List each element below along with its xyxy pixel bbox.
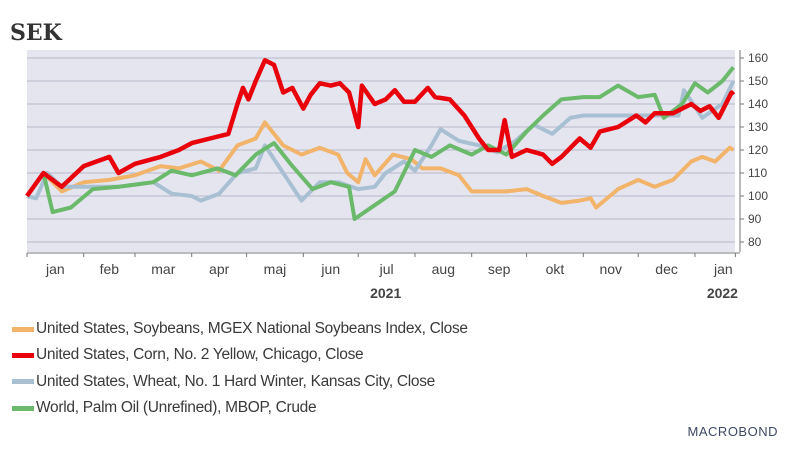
x-tick-label: jul — [379, 261, 394, 277]
x-tick-label: mar — [151, 261, 175, 277]
legend-label: United States, Soybeans, MGEX National S… — [36, 320, 468, 338]
legend-swatch — [12, 405, 34, 411]
macrobond-logo: MACROBOND — [687, 424, 778, 439]
x-tick-label: maj — [264, 261, 287, 277]
legend-swatch — [12, 379, 34, 385]
legend-label: World, Palm Oil (Unrefined), MBOP, Crude — [36, 399, 317, 417]
y-tick-label: 140 — [748, 97, 768, 111]
x-tick-label: dec — [655, 261, 678, 277]
year-label: 2021 — [370, 285, 401, 301]
legend: United States, Soybeans, MGEX National S… — [12, 316, 468, 421]
x-tick-label: jun — [320, 261, 340, 277]
x-tick-label: jan — [713, 261, 733, 277]
x-tick-label: sep — [488, 261, 511, 277]
y-tick-label: 120 — [748, 143, 768, 157]
y-tick-label: 110 — [748, 166, 767, 180]
x-tick-label: nov — [599, 261, 622, 277]
x-tick-label: apr — [209, 261, 230, 277]
legend-item: United States, Wheat, No. 1 Hard Winter,… — [12, 369, 468, 395]
legend-label: United States, Corn, No. 2 Yellow, Chica… — [36, 346, 364, 364]
y-tick-label: 130 — [748, 120, 768, 134]
x-tick-label: okt — [546, 261, 565, 277]
y-tick-label: 80 — [748, 235, 762, 249]
y-tick-label: 150 — [748, 74, 768, 88]
legend-item: United States, Soybeans, MGEX National S… — [12, 316, 468, 342]
series-line-1 — [25, 58, 736, 198]
series-line-3 — [25, 65, 735, 221]
y-tick-label: 100 — [748, 189, 768, 203]
legend-item: United States, Corn, No. 2 Yellow, Chica… — [12, 342, 468, 368]
legend-swatch — [12, 352, 34, 358]
x-tick-label: aug — [432, 261, 455, 277]
x-tick-label: jan — [45, 261, 65, 277]
legend-label: United States, Wheat, No. 1 Hard Winter,… — [36, 372, 435, 390]
x-tick-label: feb — [100, 261, 120, 277]
legend-item: World, Palm Oil (Unrefined), MBOP, Crude — [12, 395, 468, 421]
year-label: 2022 — [707, 285, 738, 301]
series-line-2 — [26, 80, 736, 203]
line-chart: 80 90 100 110 120 130 140 150 160 jan feb mar apr maj… — [25, 50, 768, 301]
y-tick-label: 160 — [748, 51, 768, 65]
y-tick-label: 90 — [748, 212, 762, 226]
chart-title: SEK — [10, 20, 62, 46]
plot-background — [27, 50, 735, 252]
series-line-0 — [25, 120, 735, 210]
legend-swatch — [12, 326, 34, 332]
